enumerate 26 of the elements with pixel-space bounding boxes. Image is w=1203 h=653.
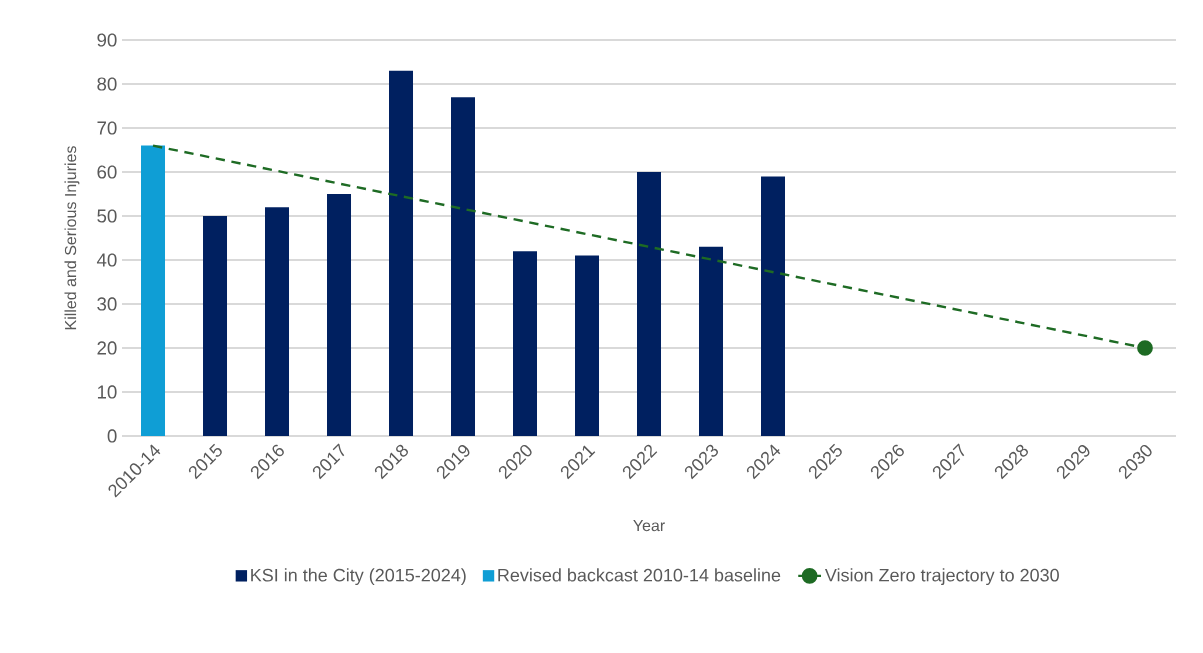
bar [327, 194, 352, 436]
y-axis-title: Killed and Serious Injuries [64, 146, 80, 330]
bar [699, 246, 724, 436]
legend-label: Revised backcast 2010-14 baseline [498, 568, 781, 582]
bar [451, 97, 476, 436]
y-tick-label: 70 [97, 121, 117, 135]
legend-label: Vision Zero trajectory to 2030 [824, 568, 1059, 586]
y-tick-label: 60 [97, 165, 117, 179]
bar [513, 251, 538, 436]
bar [141, 145, 166, 436]
bar [203, 216, 228, 436]
bar [389, 70, 414, 436]
y-tick-label: 40 [96, 253, 117, 267]
y-tick-label: 20 [97, 341, 117, 355]
bar [265, 207, 290, 436]
legend-label: KSI in the City (2015-2024) [251, 568, 466, 586]
bar [575, 255, 600, 436]
y-tick-label: 30 [97, 297, 117, 311]
y-tick-label: 50 [97, 209, 117, 223]
y-tick-label: 90 [97, 33, 117, 47]
y-tick-label: 0 [107, 429, 117, 443]
x-axis-title: Year [633, 520, 665, 532]
bar [637, 172, 661, 436]
y-tick-label: 10 [97, 385, 117, 399]
y-tick-label: 80 [97, 77, 117, 91]
bar [761, 176, 786, 436]
